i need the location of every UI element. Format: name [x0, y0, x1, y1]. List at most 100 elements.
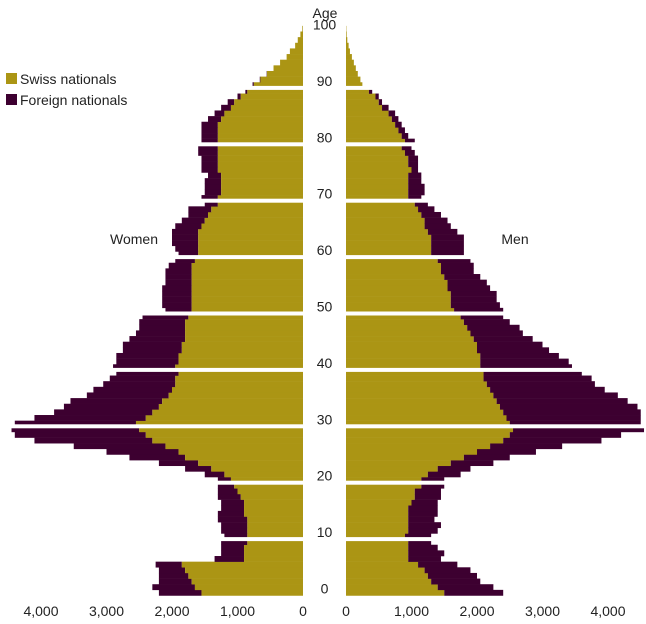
bar-women-swiss-age-14 — [244, 510, 303, 517]
bar-men-swiss-age-22 — [346, 465, 438, 472]
bar-men-foreign-age-2 — [431, 578, 481, 585]
bar-women-foreign-age-5 — [155, 561, 182, 568]
bar-men-swiss-age-50 — [346, 307, 455, 314]
bar-women-foreign-age-48 — [139, 319, 186, 326]
bar-women-foreign-age-54 — [162, 285, 192, 292]
age-tick-label: 50 — [317, 299, 333, 315]
bar-women-swiss-age-35 — [168, 392, 303, 399]
bar-women-swiss-age-62 — [198, 240, 303, 247]
bar-women-swiss-age-26 — [165, 443, 303, 450]
bar-men-foreign-age-72 — [408, 183, 425, 190]
bar-women-foreign-age-78 — [198, 149, 218, 156]
bar-men-swiss-age-90 — [346, 82, 363, 89]
bar-women-foreign-age-66 — [181, 217, 205, 224]
bar-women-swiss-age-63 — [198, 234, 303, 241]
bar-women-swiss-age-55 — [191, 279, 303, 286]
bar-men-foreign-age-39 — [483, 369, 582, 376]
bar-women-swiss-age-39 — [178, 369, 303, 376]
bar-men-swiss-age-49 — [346, 313, 461, 320]
bar-women-foreign-age-38 — [109, 375, 176, 382]
bar-women-foreign-age-26 — [73, 443, 166, 450]
bar-women-swiss-age-65 — [201, 223, 303, 230]
bar-men-swiss-age-11 — [346, 527, 409, 534]
value-tick-label-women: 1,000 — [220, 603, 255, 619]
separator-women-age-30 — [0, 424, 312, 429]
bar-women-swiss-age-10 — [247, 533, 303, 540]
bar-women-foreign-age-31 — [34, 415, 146, 421]
bar-men-foreign-age-54 — [447, 285, 491, 292]
bar-men-foreign-age-80 — [404, 138, 415, 145]
bar-men-foreign-age-69 — [414, 200, 428, 207]
bar-women-swiss-age-41 — [178, 358, 303, 365]
bar-women-swiss-age-82 — [217, 127, 303, 134]
bar-women-swiss-age-79 — [217, 144, 303, 151]
bar-women-foreign-age-60 — [178, 251, 199, 258]
bar-women-foreign-age-55 — [165, 279, 192, 286]
bar-men-swiss-age-1 — [346, 584, 438, 591]
bar-men-foreign-age-79 — [401, 144, 412, 151]
bar-women-swiss-age-18 — [237, 488, 303, 495]
age-tick-label: 80 — [317, 129, 333, 145]
bar-men-swiss-age-83 — [346, 121, 396, 128]
bar-men-foreign-age-26 — [490, 443, 563, 450]
bar-men-foreign-age-40 — [480, 364, 572, 371]
bar-women-swiss-age-15 — [244, 505, 303, 512]
bar-men-foreign-age-89 — [368, 87, 373, 94]
bar-men-foreign-age-87 — [378, 99, 383, 106]
bar-women-swiss-age-38 — [175, 375, 303, 382]
bar-women-swiss-age-56 — [191, 274, 303, 280]
bar-women-swiss-age-60 — [198, 251, 303, 258]
bar-women-foreign-age-76 — [201, 161, 218, 168]
bar-men-swiss-age-37 — [346, 381, 487, 388]
bar-women-swiss-age-68 — [211, 206, 303, 213]
bar-men-foreign-age-13 — [408, 516, 435, 523]
bar-men-foreign-age-50 — [454, 307, 504, 314]
bar-women-foreign-age-63 — [172, 234, 199, 241]
bar-women-foreign-age-50 — [165, 307, 192, 314]
bar-women-foreign-age-11 — [221, 527, 248, 534]
bar-women-swiss-age-92 — [266, 70, 303, 77]
bar-men-swiss-age-45 — [346, 336, 474, 342]
bar-men-swiss-age-35 — [346, 392, 494, 399]
bar-women-foreign-age-23 — [158, 460, 199, 467]
bar-women-swiss-age-80 — [217, 138, 303, 145]
bar-men-swiss-age-66 — [346, 217, 425, 224]
bar-women-swiss-age-94 — [280, 59, 303, 66]
bar-men-foreign-age-65 — [424, 223, 451, 230]
bar-men-swiss-age-24 — [346, 454, 464, 461]
bar-men-foreign-age-73 — [408, 178, 422, 185]
bar-women-foreign-age-3 — [158, 572, 189, 579]
bar-women-foreign-age-4 — [158, 567, 186, 574]
bar-men-swiss-age-54 — [346, 285, 448, 292]
bar-men-foreign-age-84 — [391, 116, 399, 122]
bar-men-foreign-age-67 — [421, 211, 441, 218]
bar-men-swiss-age-25 — [346, 448, 477, 455]
bar-women-swiss-age-71 — [221, 189, 303, 196]
bar-men-swiss-age-17 — [346, 493, 415, 500]
decade-separators — [0, 85, 646, 542]
bar-women-foreign-age-59 — [175, 257, 195, 263]
bar-women-foreign-age-62 — [172, 240, 199, 247]
bar-women-swiss-age-59 — [194, 257, 303, 263]
bar-men-swiss-age-30 — [346, 420, 510, 427]
bar-men-swiss-age-55 — [346, 279, 448, 286]
bar-men-foreign-age-5 — [418, 561, 458, 568]
bar-women-swiss-age-7 — [244, 550, 303, 557]
value-tick-label-women: 3,000 — [89, 603, 124, 619]
bar-men-foreign-age-43 — [477, 347, 550, 354]
bar-men-foreign-age-59 — [437, 257, 471, 263]
bar-men-foreign-age-8 — [408, 544, 438, 551]
bar-men-swiss-age-40 — [346, 364, 481, 371]
bar-women-swiss-age-57 — [191, 268, 303, 275]
bar-women-foreign-age-84 — [208, 116, 222, 122]
bar-women-swiss-age-25 — [178, 448, 303, 455]
bar-men-foreign-age-86 — [382, 104, 389, 111]
bar-men-swiss-age-64 — [346, 228, 428, 235]
bar-men-swiss-age-80 — [346, 138, 405, 145]
bar-women-foreign-age-0 — [158, 589, 202, 596]
bar-women-swiss-age-89 — [247, 87, 303, 94]
bar-women-foreign-age-64 — [172, 228, 199, 235]
bar-men-swiss-age-36 — [346, 386, 491, 393]
bar-women-foreign-age-19 — [217, 482, 235, 489]
bar-women-foreign-age-71 — [204, 189, 222, 196]
